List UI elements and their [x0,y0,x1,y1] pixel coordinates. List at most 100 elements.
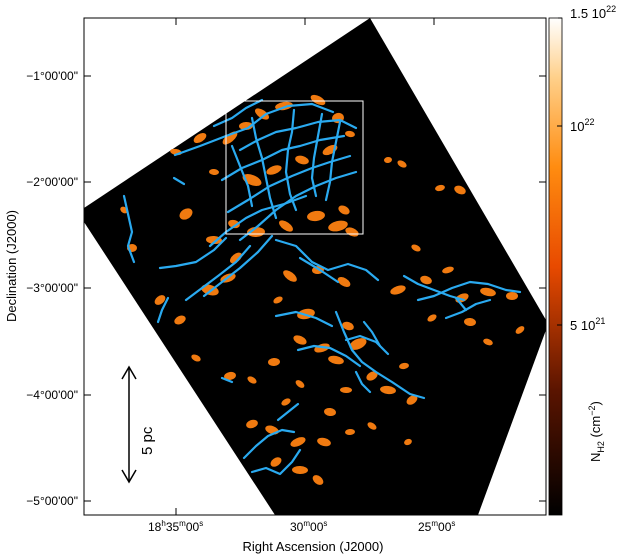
clump-25 [193,132,207,144]
filament-32 [276,402,300,422]
clump-75 [404,438,412,446]
scale-bar: 5 pc [121,365,156,484]
filament-30 [242,428,296,460]
x-axis [175,18,435,515]
clump-58 [224,371,236,381]
clump-39 [464,317,476,327]
filament-2 [212,98,264,128]
clump-65 [324,407,336,417]
filament-22 [334,310,426,400]
colorbar-tick-low: 5 1021 [570,316,605,333]
clump-17 [307,210,325,222]
clump-53 [406,395,418,405]
clump-9 [295,155,309,165]
filament-34 [454,296,468,312]
filament-layer [122,98,522,476]
colorbar-tick-top: 1.5 1022 [570,4,616,21]
filament-29 [444,298,492,320]
x-tick-label-1: 18h35m00s [148,519,203,534]
filament-15 [202,234,274,298]
clump-32 [435,184,445,192]
filament-16 [172,176,186,186]
clump-76 [228,219,240,229]
clump-11 [345,130,355,138]
clump-40 [515,326,525,334]
zoom-region-box [225,100,364,235]
filament-12 [230,144,254,208]
filament-31 [250,448,302,476]
clump-46 [293,335,307,345]
clump-74 [483,338,493,346]
y-tick-label-2: −2°00'00" [26,175,78,189]
clump-10 [322,144,338,156]
clump-12 [179,208,193,220]
scale-bar-label: 5 pc [139,426,156,455]
clump-70 [367,422,377,430]
filament-1 [173,102,335,157]
clump-5 [310,94,326,106]
clump-37 [480,287,496,297]
clump-52 [380,385,396,395]
clump-49 [349,338,367,350]
clump-31 [397,160,407,168]
clump-60 [246,419,258,429]
clump-50 [328,355,344,365]
clump-77 [273,296,283,304]
y-tick-label-4: −4°00'00" [26,388,78,402]
filament-3 [238,118,358,152]
filament-21 [274,310,334,328]
clump-71 [399,362,409,370]
clump-18 [338,205,350,215]
clump-38 [427,314,437,322]
x-axis-label: Right Ascension (J2000) [243,539,384,554]
filament-11 [324,120,342,202]
filament-4 [220,134,346,182]
clump-34 [390,285,406,295]
filament-25 [354,370,372,394]
filament-28 [416,280,522,302]
filament-9 [284,108,298,212]
x-tick-label-2: 30m00s [290,519,327,534]
y-tick-label-5: −5°00'00" [26,494,78,508]
filament-14 [184,244,252,302]
y-axis-label: Declination (J2000) [4,210,19,322]
filament-10 [310,112,324,198]
filament-5 [226,154,352,214]
clump-26 [209,168,219,176]
clump-63 [317,437,331,447]
clump-15 [247,226,265,238]
clump-35 [420,275,432,285]
clump-14 [230,252,242,264]
clump-55 [295,380,305,388]
clump-57 [247,376,257,384]
filament-23 [296,344,362,368]
clump-3 [255,108,269,120]
filament-24 [344,334,390,356]
filament-18 [156,296,170,324]
filament-13 [158,236,228,270]
clump-56 [268,357,280,367]
clump-41 [506,292,518,300]
filament-7 [208,194,308,248]
clump-48 [342,321,354,331]
clump-73 [442,266,454,274]
filament-19 [274,238,380,282]
clump-42 [283,270,297,282]
clump-64 [281,398,291,406]
clump-62 [290,437,306,447]
filament-20 [298,256,340,284]
filament-17 [122,194,136,264]
clump-59 [191,354,201,362]
clump-8 [266,165,282,175]
colorbar-tick-mid: 1022 [570,117,594,134]
clump-67 [292,465,308,475]
colorbar [548,17,563,516]
y-tick-label-1: −1°00'00" [26,69,78,83]
filament-8 [250,116,278,220]
clump-69 [345,428,355,436]
colorbar-ticks [557,17,562,326]
filament-33 [220,376,234,384]
filament-26 [362,320,382,348]
clump-44 [337,277,351,287]
